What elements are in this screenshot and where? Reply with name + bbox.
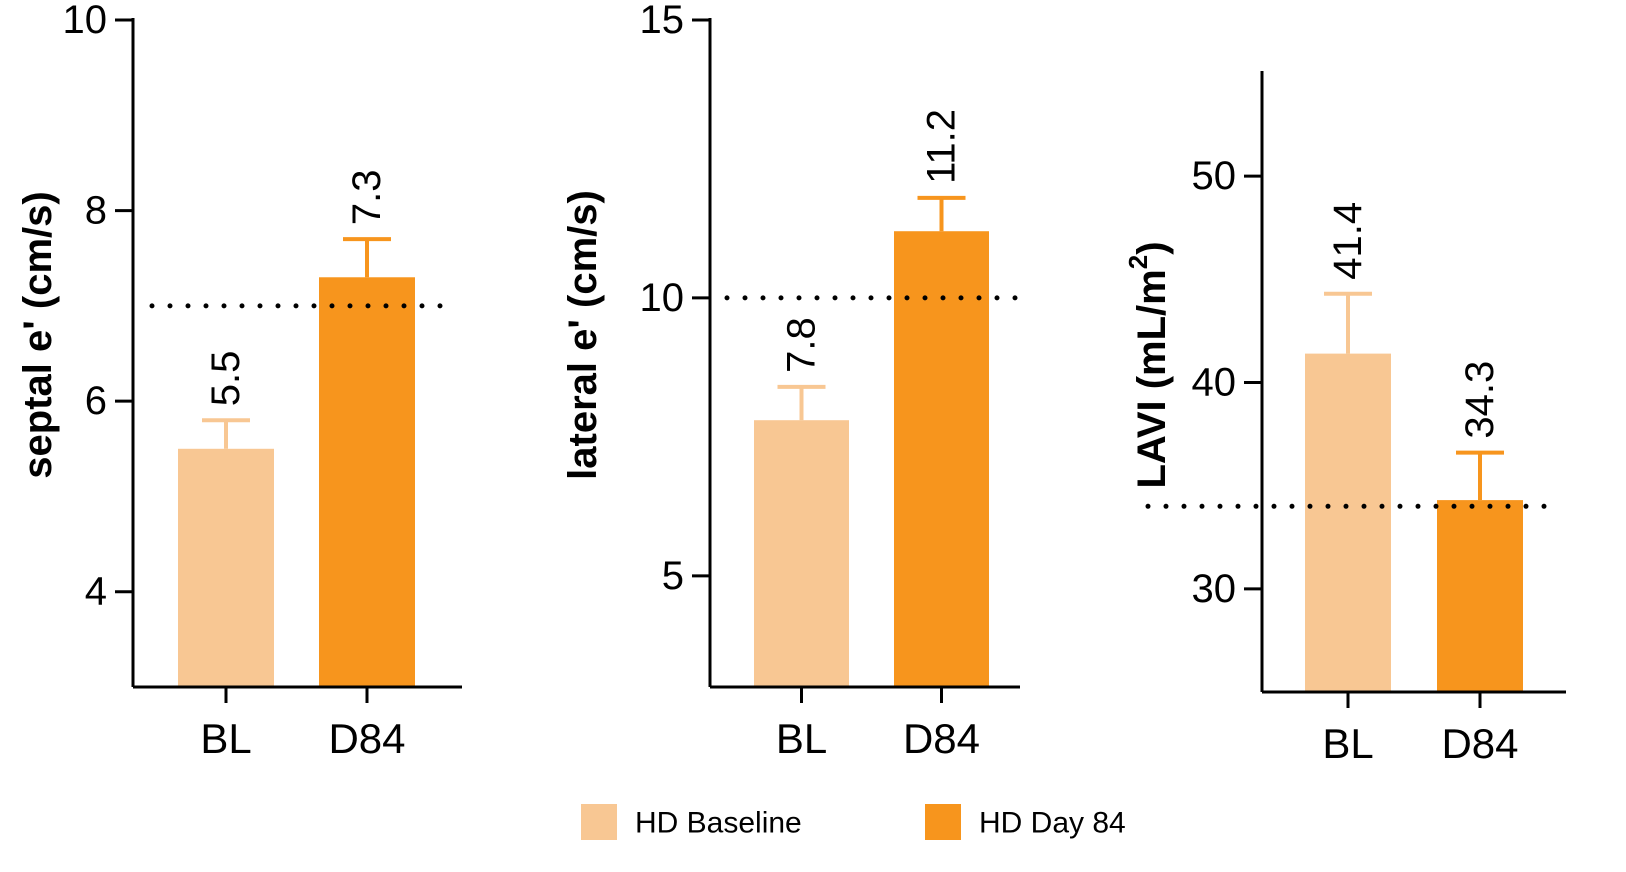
category-label-bl: BL [200,715,251,762]
legend: HD Baseline HD Day 84 [581,804,1126,840]
bar-bl [178,448,274,687]
y-axis-title: septal e' (cm/s) [16,191,60,478]
bar-bl [754,420,849,687]
chart-panel-3: 41.4 BL 34.3 D84 30 40 50 LAVI (mL/m2) [1123,71,1566,767]
value-label-bl: 5.5 [204,351,248,407]
value-label-bl: 7.8 [780,317,824,373]
y-axis-title-main: lateral e' (cm/s) [561,190,605,480]
value-label-d84: 11.2 [920,109,964,184]
category-label-bl: BL [1322,720,1373,767]
legend-swatch-2 [925,804,961,840]
bar-d84 [319,277,415,687]
bar-bl [1305,353,1391,692]
category-label-bl: BL [776,715,827,762]
value-label-bl: 41.4 [1326,202,1370,280]
y-tick-label: 30 [1192,567,1237,611]
category-label-d84: D84 [903,715,980,762]
chart-panel-2: 7.8 BL 11.2 D84 5 10 15 lateral e' (cm/s) [561,0,1023,762]
y-tick-label: 50 [1192,154,1237,198]
y-tick-label: 8 [85,189,107,233]
value-label-d84: 34.3 [1458,361,1502,439]
y-axis-title-main: septal e' (cm/s) [16,191,60,478]
legend-label-2: HD Day 84 [979,807,1126,840]
bar-d84 [1437,500,1523,692]
y-axis-title-main: LAVI (mL/m [1130,269,1174,488]
legend-label-1: HD Baseline [635,807,802,840]
value-label-d84: 7.3 [345,170,389,226]
y-tick-label: 4 [85,570,107,614]
y-axis-title-superscript: 2 [1123,255,1153,269]
category-label-d84: D84 [328,715,405,762]
chart-panel-1: 5.5 BL 7.3 D84 4 6 8 10 septal e' (cm/s) [16,0,462,762]
y-tick-label: 15 [640,0,685,42]
y-axis-title-suffix: ) [1130,241,1174,254]
y-tick-label: 6 [85,379,107,423]
legend-swatch-1 [581,804,617,840]
bar-d84 [894,231,989,687]
y-tick-label: 10 [63,0,108,42]
y-tick-label: 40 [1192,361,1237,405]
category-label-d84: D84 [1441,720,1518,767]
y-axis-title: LAVI (mL/m2) [1123,241,1174,488]
y-tick-label: 10 [640,276,685,320]
y-tick-label: 5 [662,554,684,598]
y-axis-title: lateral e' (cm/s) [561,190,605,480]
